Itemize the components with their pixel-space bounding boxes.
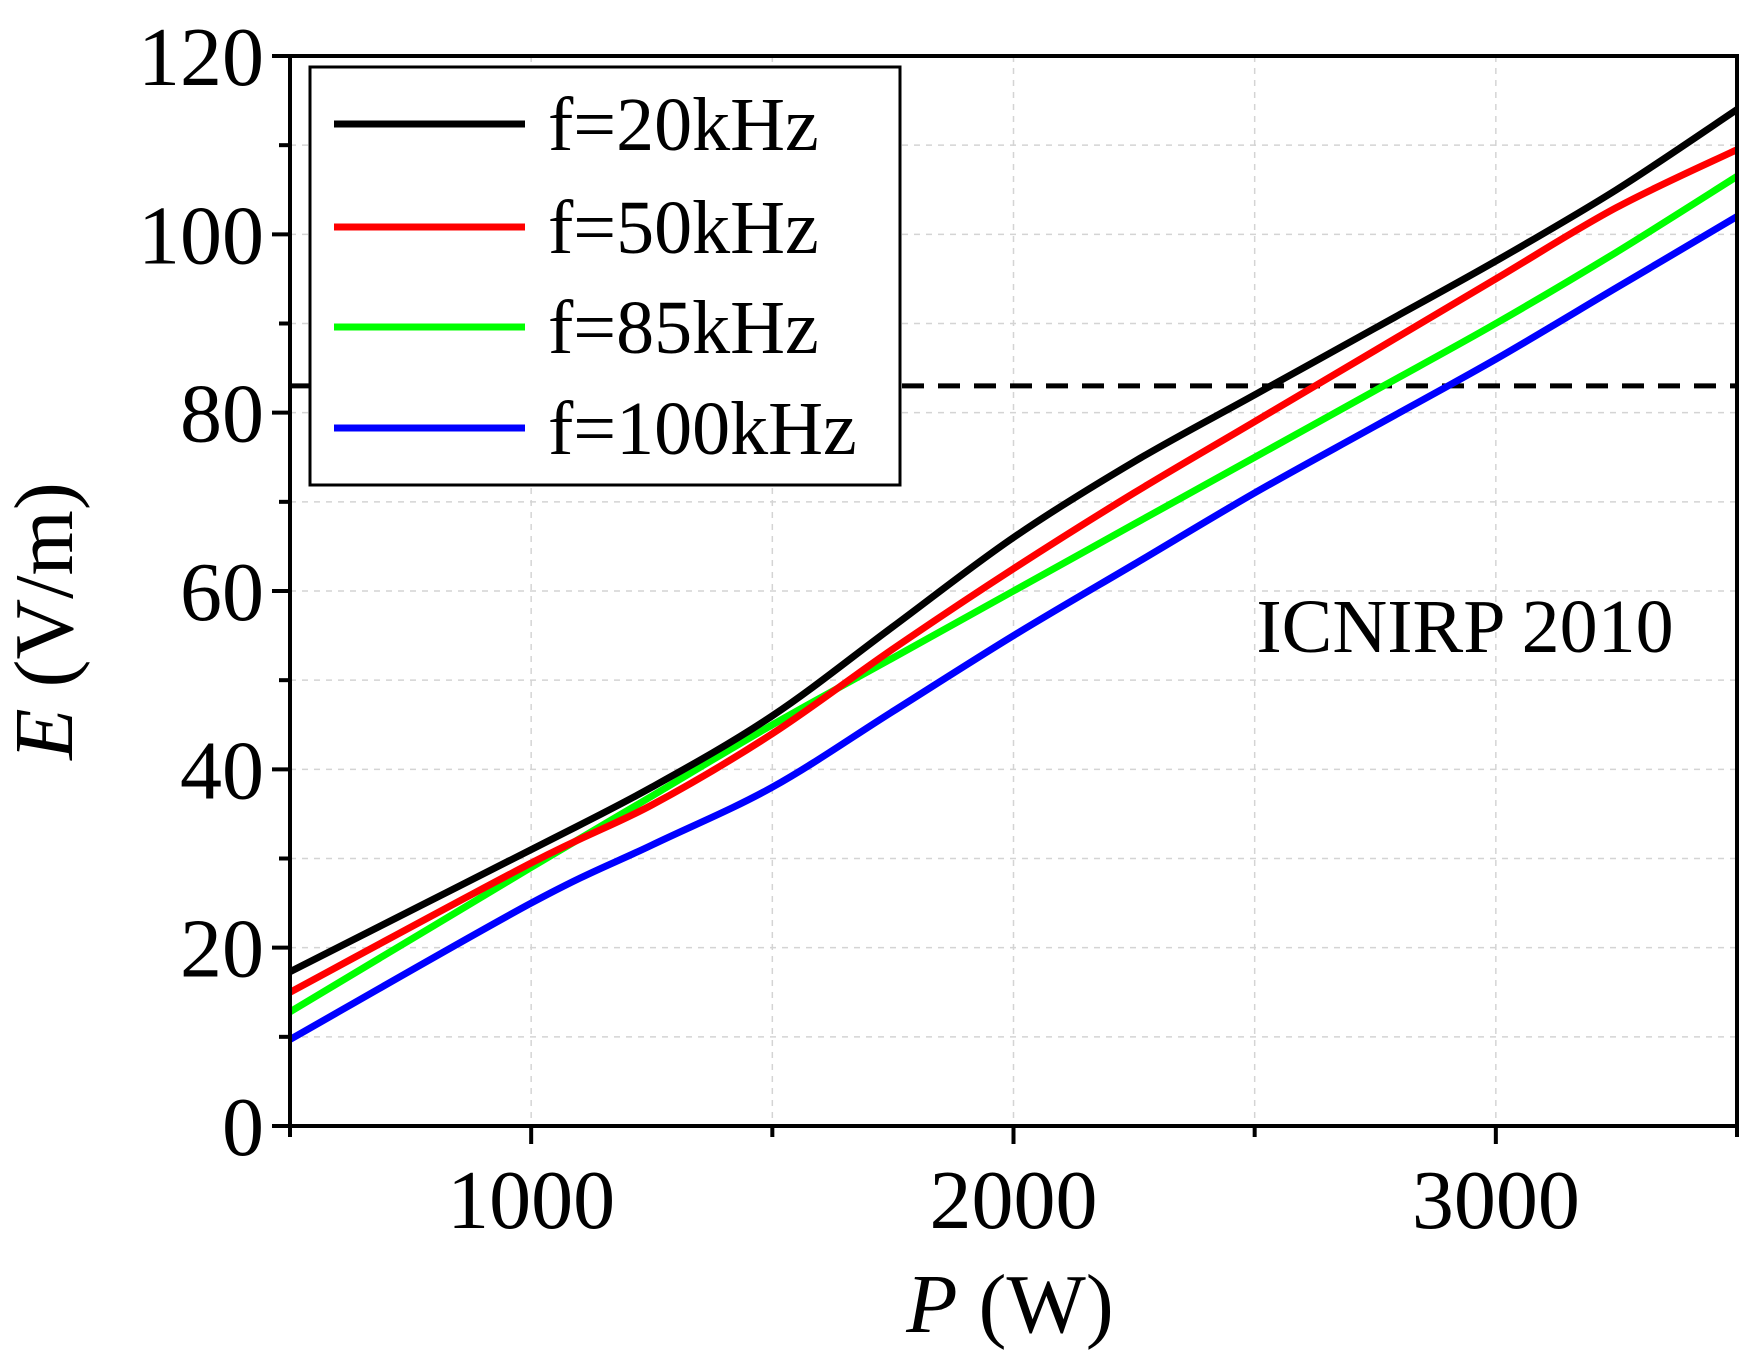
reference-annotation: ICNIRP 2010: [1256, 585, 1673, 669]
legend: f=20kHz f=50kHz f=85kHz f=100kHz: [308, 65, 902, 487]
x-axis-unit: (W): [958, 1258, 1114, 1351]
y-tick-label: 60: [180, 546, 264, 639]
y-axis-variable: E: [0, 708, 91, 760]
y-tick-label: 0: [222, 1081, 264, 1174]
x-axis-title: P (W): [905, 1258, 1114, 1351]
legend-label: f=20kHz: [548, 83, 819, 167]
series-layer: [288, 106, 1739, 1043]
grid-layer: [290, 56, 1737, 1126]
y-axis-unit: (V/m): [0, 482, 91, 708]
y-axis-title: E (V/m): [0, 482, 91, 761]
series-line-f=20kHz: [288, 106, 1739, 975]
ticks-layer: 1000 2000 3000 0 20 40 60 80 100 120: [138, 11, 1739, 1247]
x-tick-label: 3000: [1412, 1154, 1580, 1247]
x-axis-variable: P: [905, 1258, 957, 1351]
legend-label: f=100kHz: [548, 387, 857, 471]
legend-box: [308, 65, 902, 487]
x-tick-label: 2000: [930, 1154, 1098, 1247]
y-tick-label: 120: [138, 11, 264, 104]
legend-label: f=50kHz: [548, 186, 819, 270]
y-tick-label: 40: [180, 724, 264, 817]
series-line-f=100kHz: [288, 213, 1739, 1043]
y-tick-label: 100: [138, 189, 264, 282]
x-tick-label: 1000: [447, 1154, 615, 1247]
series-line-f=50kHz: [288, 146, 1739, 996]
legend-label: f=85kHz: [548, 286, 819, 370]
y-tick-label: 80: [180, 368, 264, 461]
y-tick-label: 20: [180, 903, 264, 996]
